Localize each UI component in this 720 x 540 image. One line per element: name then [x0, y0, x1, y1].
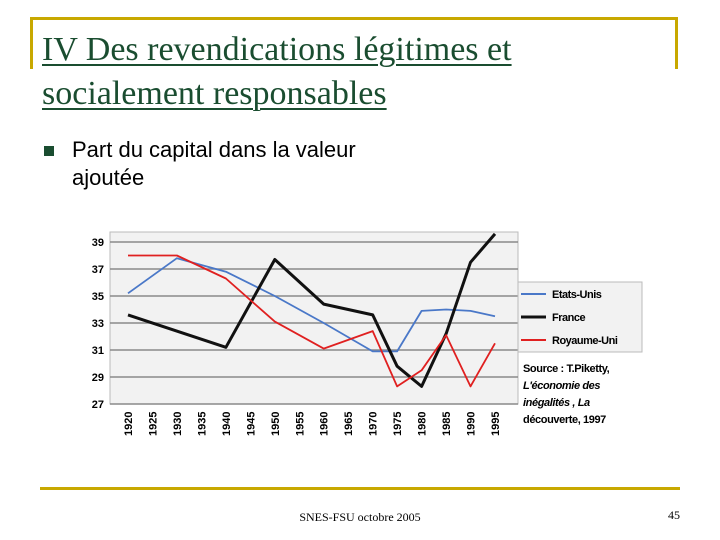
source-annotation-line: découverte, 1997: [523, 414, 606, 426]
y-tick-label: 27: [92, 399, 104, 411]
page-number: 45: [668, 508, 680, 522]
y-tick-label: 29: [92, 372, 104, 384]
bullet-square-icon: [44, 146, 54, 156]
x-tick-label: 1955: [294, 412, 306, 436]
x-tick-label: 1925: [147, 412, 159, 436]
x-tick-label: 1970: [368, 412, 380, 436]
x-tick-label: 1965: [343, 412, 355, 436]
x-tick-label: 1980: [417, 412, 429, 436]
slide-title: IV Des revendications légitimes et socia…: [42, 31, 512, 112]
legend-label: Etats-Unis: [552, 289, 602, 301]
frame-top-line: [30, 17, 678, 20]
x-tick-label: 1960: [319, 412, 331, 436]
frame-bottom-line: [40, 487, 680, 490]
series-line-royaume-uni: [128, 254, 496, 388]
legend-label: Royaume-Uni: [552, 335, 618, 347]
frame-right-line: [675, 17, 678, 69]
x-tick-label: 1995: [490, 412, 502, 436]
bullet-text: Part du capital dans la valeur ajoutée: [72, 137, 356, 190]
x-tick-label: 1985: [441, 412, 453, 436]
source-annotation-line: L'économie des: [523, 380, 600, 392]
x-tick-label: 1945: [245, 412, 257, 436]
x-tick-label: 1920: [123, 412, 135, 436]
legend-label: France: [552, 312, 585, 324]
source-annotation-line: inégalités , La: [523, 397, 590, 409]
source-annotation-line: Source : T.Piketty,: [523, 363, 610, 375]
footer-text: SNES-FSU octobre 2005: [299, 510, 421, 524]
capital-share-chart: 39 37 35 33 31 29 27 1920 1925 1930 1935 1940 1945 1…: [92, 231, 643, 436]
series-line-france: [127, 232, 497, 388]
x-tick-label: 1990: [466, 412, 478, 436]
x-tick-label: 1935: [196, 412, 208, 436]
x-tick-label: 1940: [221, 412, 233, 436]
x-tick-label: 1930: [172, 412, 184, 436]
frame-left-line: [30, 17, 33, 69]
y-tick-label: 31: [92, 345, 104, 357]
x-tick-label: 1950: [270, 412, 282, 436]
y-tick-label: 37: [92, 264, 104, 276]
y-tick-label: 33: [92, 318, 104, 330]
y-tick-label: 35: [92, 291, 104, 303]
x-tick-label: 1975: [392, 412, 404, 436]
y-tick-label: 39: [92, 237, 104, 249]
